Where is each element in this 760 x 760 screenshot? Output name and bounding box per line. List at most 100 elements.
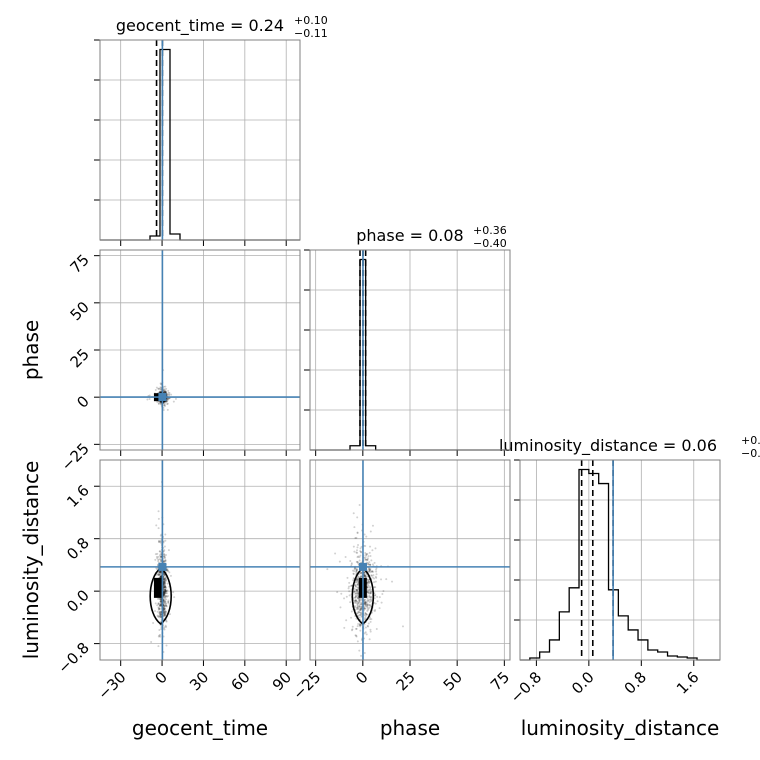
sample-point — [360, 597, 363, 600]
sample-point — [155, 524, 158, 527]
sample-point — [370, 570, 373, 573]
sample-point — [162, 609, 165, 612]
sample-point — [356, 531, 359, 534]
ytick-label: 25 — [67, 345, 93, 371]
sample-point — [165, 592, 168, 595]
sample-point — [368, 570, 371, 573]
sample-point — [336, 591, 339, 594]
sample-point — [353, 600, 356, 603]
sample-point — [164, 612, 167, 615]
sample-point — [364, 631, 367, 634]
sample-point — [163, 594, 166, 597]
sample-point — [364, 603, 367, 606]
sample-point — [164, 586, 167, 589]
sample-point — [163, 584, 166, 587]
sample-point — [157, 527, 160, 530]
sample-point — [360, 545, 363, 548]
sample-point — [164, 608, 167, 611]
sample-point — [159, 553, 162, 556]
sample-point — [166, 399, 169, 402]
sample-point — [148, 394, 151, 397]
sample-point — [164, 592, 167, 595]
sample-point — [165, 625, 168, 628]
sample-point — [355, 627, 358, 630]
sample-point — [164, 559, 167, 562]
xlabel-phase: phase — [380, 716, 440, 740]
panel-phase-geocent_time: −25 0 25 50 75 — [58, 249, 301, 475]
sample-point — [357, 579, 360, 582]
sample-point — [162, 388, 165, 391]
sample-point — [360, 606, 363, 609]
sample-point — [352, 579, 355, 582]
sample-point — [364, 603, 367, 606]
sample-point — [163, 577, 166, 580]
sample-point — [157, 510, 160, 513]
sample-point — [148, 397, 151, 400]
truth-marker — [158, 562, 167, 571]
sample-point — [158, 612, 161, 615]
sample-point — [372, 574, 375, 577]
sample-point — [358, 649, 361, 652]
sample-point — [159, 570, 162, 573]
sample-point — [363, 574, 366, 577]
sample-point — [364, 615, 367, 618]
sample-point — [355, 569, 358, 572]
sample-point — [163, 580, 166, 583]
sample-point — [358, 503, 361, 506]
sample-point — [340, 592, 343, 595]
sample-point — [163, 402, 166, 405]
sample-point — [163, 597, 166, 600]
histogram-luminosity_distance — [520, 468, 720, 661]
sample-point — [355, 588, 358, 591]
sample-point — [376, 595, 379, 598]
sample-point — [368, 569, 371, 572]
sample-point — [370, 570, 373, 573]
sample-point — [369, 592, 372, 595]
sample-point — [157, 607, 160, 610]
sample-point — [378, 607, 381, 610]
sample-point — [363, 574, 366, 577]
xtick-label: 60 — [227, 668, 253, 694]
sample-point — [368, 551, 371, 554]
sample-point — [159, 402, 162, 405]
sample-point — [357, 575, 360, 578]
sample-point — [371, 576, 374, 579]
xtick-label: 1.6 — [673, 668, 703, 698]
sample-point — [367, 589, 370, 592]
sample-point — [369, 596, 372, 599]
sample-point — [355, 627, 358, 630]
sample-point — [356, 578, 359, 581]
sample-point — [367, 599, 370, 602]
sample-point — [162, 581, 165, 584]
sample-point — [366, 558, 369, 561]
sample-point — [363, 598, 366, 601]
sample-point — [359, 547, 362, 550]
truth-marker — [358, 562, 367, 571]
sample-point — [168, 392, 171, 395]
sample-point — [156, 572, 159, 575]
xtick-label: 30 — [186, 668, 212, 694]
sample-point — [360, 608, 363, 611]
sample-point — [164, 610, 167, 613]
panel-frame — [519, 459, 721, 661]
sample-point — [355, 560, 358, 563]
sample-point — [159, 598, 162, 601]
sample-point — [368, 617, 371, 620]
sample-point — [155, 386, 158, 389]
sample-point — [165, 619, 168, 622]
sample-point — [358, 622, 361, 625]
sample-point — [356, 531, 359, 534]
sample-point — [163, 610, 166, 613]
sample-point — [357, 555, 360, 558]
sample-point — [164, 624, 167, 627]
sample-point — [369, 588, 372, 591]
sample-point — [339, 606, 342, 609]
sample-point — [367, 582, 370, 585]
sample-point — [366, 552, 369, 555]
sample-point — [156, 568, 159, 571]
panel-luminosity_distance-geocent_time: −0.80.00.81.6−30 0 30 60 90 — [54, 459, 301, 703]
sample-point — [363, 573, 366, 576]
sample-point — [163, 582, 166, 585]
sample-point — [164, 579, 167, 582]
sample-point — [366, 557, 369, 560]
